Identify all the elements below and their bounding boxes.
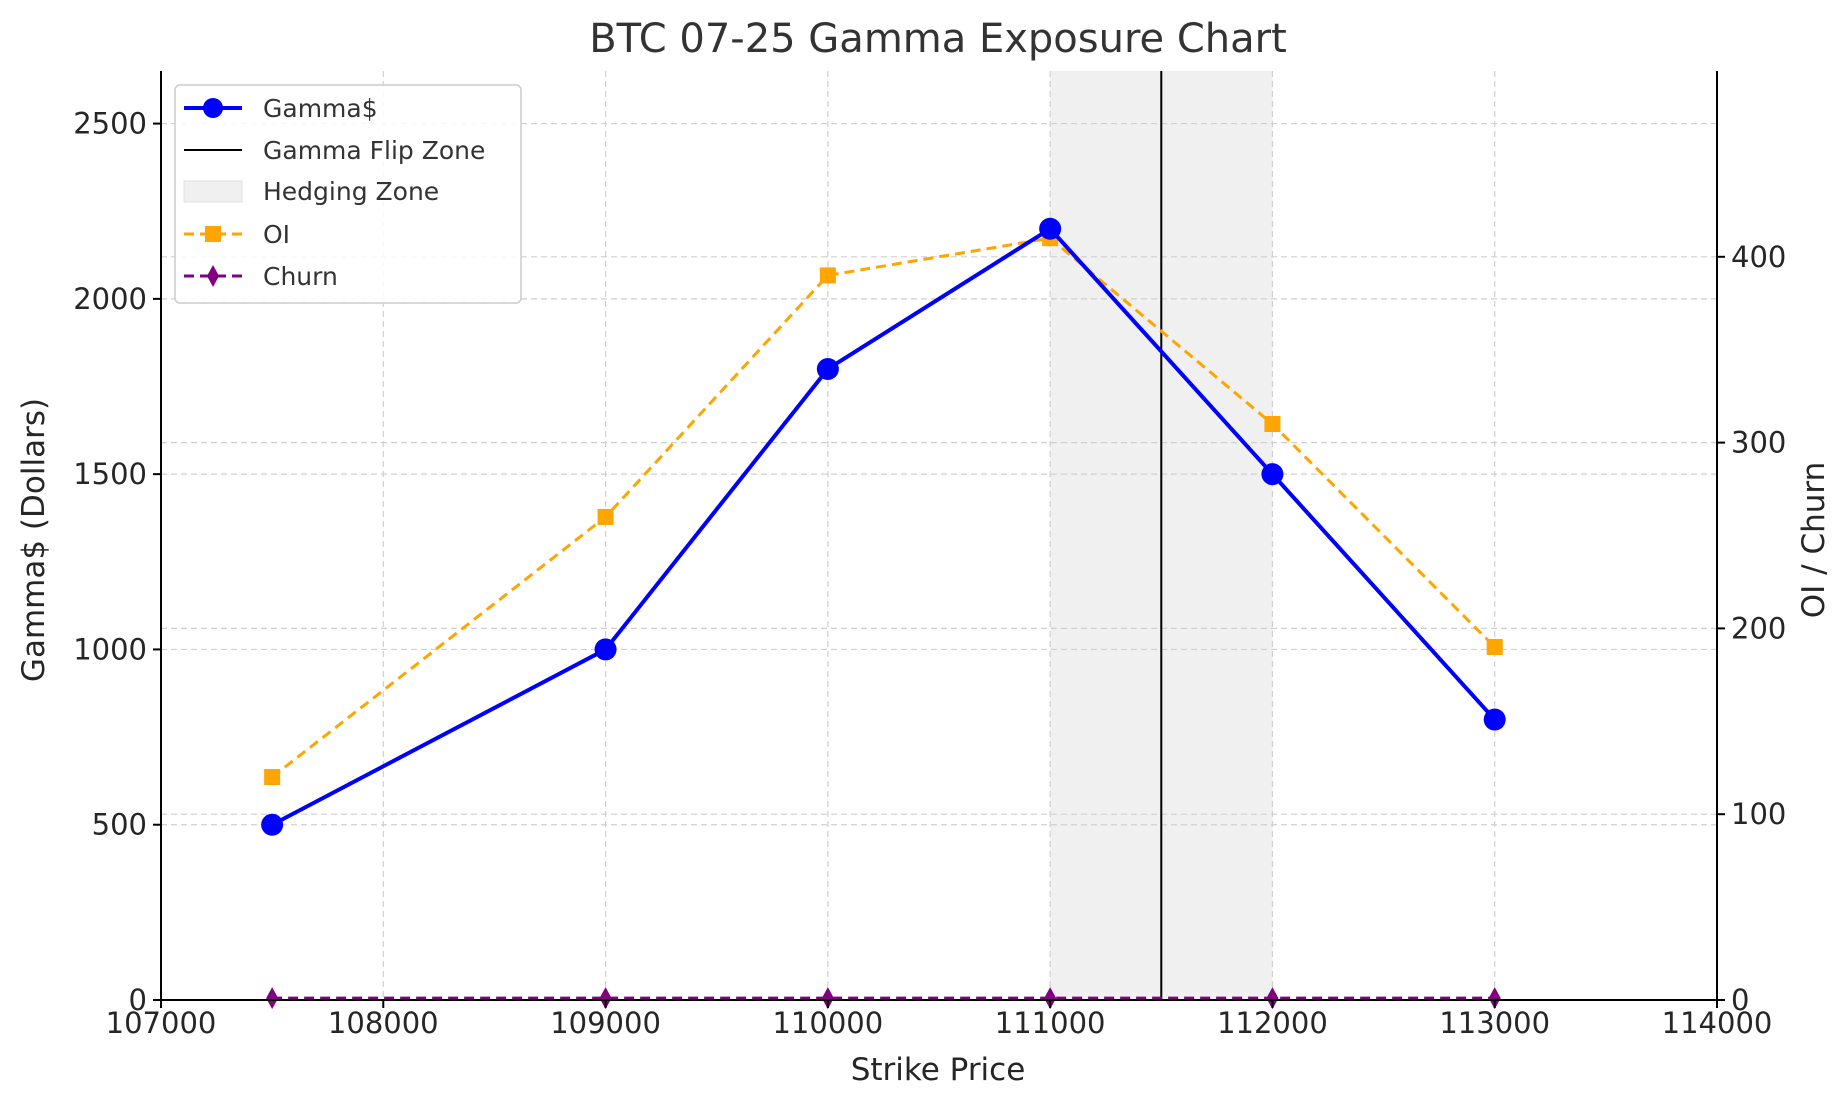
data-point-gamma (1039, 217, 1062, 240)
legend-item-churn: Churn (184, 262, 338, 291)
legend-label-gamma: Gamma$ (263, 94, 378, 123)
data-point-gamma (816, 357, 839, 380)
data-point-churn (821, 987, 834, 1010)
y2-tick-label: 0 (1731, 983, 1749, 1017)
x-axis-label: Strike Price (851, 1052, 1026, 1088)
series-oi (264, 230, 1503, 786)
x-tick-label: 107000 (106, 1006, 217, 1040)
legend-item-oi: OI (184, 220, 290, 249)
series-churn (266, 987, 1501, 1010)
legend-item-gamma: Gamma$ (184, 94, 378, 123)
chart-title: BTC 07-25 Gamma Exposure Chart (589, 16, 1287, 62)
legend-label-hedging-zone: Hedging Zone (263, 177, 439, 206)
y-tick-label: 2000 (73, 282, 147, 316)
series-line-gamma (271, 226, 1497, 827)
legend-label-flip-zone: Gamma Flip Zone (263, 136, 485, 165)
y2-tick-label: 400 (1731, 240, 1786, 274)
data-point-churn (266, 987, 279, 1010)
y-tick-label: 1000 (73, 632, 147, 666)
x-tick-label: 112000 (1217, 1006, 1328, 1040)
data-point-churn (1488, 987, 1501, 1010)
data-point-gamma (1261, 463, 1284, 486)
legend-oi-marker (205, 226, 221, 242)
x-tick-label: 111000 (995, 1006, 1106, 1040)
data-point-oi (819, 267, 836, 284)
x-tick-label: 114000 (1662, 1006, 1773, 1040)
data-point-gamma (594, 638, 617, 661)
series-line-oi (271, 236, 1496, 779)
legend-frame (174, 84, 522, 304)
legend-churn-marker (207, 265, 219, 287)
y-tick-label: 0 (129, 983, 147, 1017)
data-point-oi (1486, 638, 1503, 655)
legend-gamma-marker (203, 98, 223, 118)
x-tick-label: 108000 (328, 1006, 439, 1040)
data-point-gamma (1483, 708, 1506, 731)
legend-label-churn: Churn (263, 262, 338, 291)
data-point-churn (1266, 987, 1279, 1010)
y-tick-label: 500 (92, 808, 147, 842)
y2-tick-label: 300 (1731, 426, 1786, 460)
x-tick-label: 110000 (772, 1006, 883, 1040)
data-point-oi (597, 508, 614, 525)
data-point-churn (599, 987, 612, 1010)
y-tick-label: 2500 (73, 107, 147, 141)
y-tick-label: 1500 (73, 457, 147, 491)
y2-tick-label: 100 (1731, 797, 1786, 831)
legend-hedging-swatch (183, 180, 243, 203)
series-gamma (261, 217, 1506, 836)
x-tick-label: 113000 (1439, 1006, 1550, 1040)
legend-label-oi: OI (263, 220, 290, 249)
x-tick-label: 109000 (550, 1006, 661, 1040)
data-point-oi (264, 769, 281, 786)
y2-axis-label: OI / Churn (1796, 462, 1832, 618)
legend-item-hedging-zone: Hedging Zone (183, 177, 439, 206)
data-point-oi (1264, 416, 1281, 433)
data-point-churn (1044, 987, 1057, 1010)
y-axis-label: Gamma$ (Dollars) (16, 398, 52, 682)
data-point-gamma (261, 813, 284, 836)
legend: Gamma$ Gamma Flip Zone Hedging Zone OI C… (174, 84, 522, 304)
legend-item-flip-zone: Gamma Flip Zone (184, 136, 485, 165)
y2-tick-label: 200 (1731, 611, 1786, 645)
